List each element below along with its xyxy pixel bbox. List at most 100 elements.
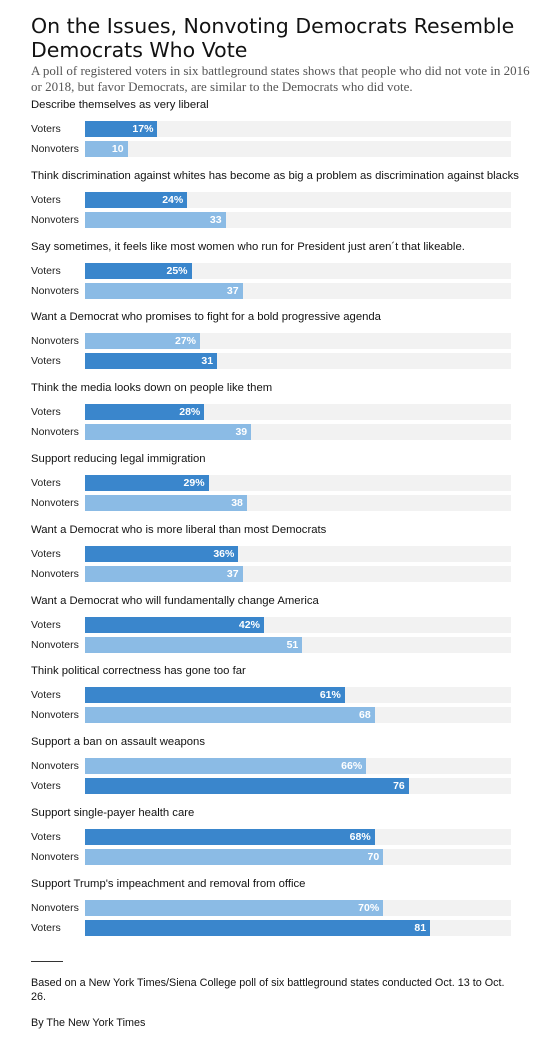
series-label: Nonvoters (31, 284, 79, 297)
voters-bar: 76 (85, 778, 409, 795)
series-label: Voters (31, 193, 61, 206)
nonvoters-bar: 51 (85, 636, 303, 653)
nonvoters-bar: 37 (85, 565, 243, 582)
question-label: Want a Democrat who will fundamentally c… (31, 594, 319, 607)
bar-track: 28% (85, 404, 511, 421)
bar-track: 37 (85, 282, 511, 299)
voters-bar: 42% (85, 616, 264, 633)
bar-track: 17% (85, 121, 511, 137)
bar-value-label: 33 (209, 213, 222, 226)
bar-track: 10 (85, 141, 511, 157)
bar-track: 81 (85, 919, 511, 936)
series-label: Nonvoters (31, 143, 79, 155)
question-label: Support reducing legal immigration (31, 453, 206, 465)
bar-value-label: 28% (179, 406, 201, 419)
bar-value-label: 27% (175, 335, 197, 348)
bar-value-label: 37 (226, 567, 239, 580)
bar-track: 76 (85, 778, 511, 795)
bar-track: 61% (85, 687, 511, 704)
voters-bar: 68% (85, 829, 375, 845)
series-label: Nonvoters (31, 497, 79, 509)
bar-track: 31 (85, 353, 511, 370)
question-label: Support Trump's impeachment and removal … (31, 877, 306, 890)
series-label: Nonvoters (31, 851, 79, 863)
series-label: Nonvoters (31, 760, 79, 773)
question-label: Want a Democrat who promises to fight fo… (31, 311, 381, 324)
bar-track: 68 (85, 707, 511, 724)
nonvoters-bar: 39 (85, 424, 252, 441)
series-label: Voters (31, 547, 61, 560)
nonvoters-bar: 68 (85, 707, 375, 724)
question-label: Support a ban on assault weapons (31, 736, 205, 749)
bar-value-label: 42% (238, 618, 260, 631)
voters-bar: 29% (85, 475, 209, 491)
series-label: Nonvoters (31, 638, 79, 651)
bar-track: 39 (85, 424, 511, 441)
series-label: Nonvoters (31, 426, 79, 439)
voters-bar: 36% (85, 545, 239, 562)
series-label: Voters (31, 355, 61, 368)
bar-value-label: 66% (341, 760, 363, 773)
series-label: Voters (31, 831, 61, 843)
question-label: Want a Democrat who is more liberal than… (31, 523, 327, 536)
series-label: Voters (31, 264, 61, 277)
bar-value-label: 39 (235, 426, 248, 439)
bar-value-label: 17% (132, 123, 154, 135)
bar-track: 38 (85, 495, 511, 511)
nonvoters-bar: 10 (85, 141, 128, 157)
bar-track: 29% (85, 475, 511, 491)
source-note: Based on a New York Times/Siena College … (31, 977, 505, 1003)
bar-track: 70 (85, 849, 511, 865)
series-label: Nonvoters (31, 335, 79, 348)
bar-value-label: 31 (201, 355, 214, 368)
bar-value-label: 70% (358, 901, 380, 914)
series-label: Voters (31, 689, 61, 702)
question-label: Think discrimination against whites has … (31, 169, 519, 182)
voters-bar: 31 (85, 353, 218, 370)
bar-value-label: 68% (349, 831, 371, 843)
nonvoters-bar: 37 (85, 282, 243, 299)
bar-track: 70% (85, 899, 511, 916)
bar-value-label: 70 (367, 851, 380, 863)
footer-divider (31, 961, 63, 962)
bar-value-label: 37 (226, 284, 239, 297)
chart-title: On the Issues, Nonvoting Democrats Resem… (31, 14, 515, 62)
bar-value-label: 38 (231, 497, 243, 509)
bar-track: 36% (85, 545, 511, 562)
series-label: Voters (31, 123, 61, 135)
voters-bar: 81 (85, 919, 431, 936)
credit-line: By The New York Times (31, 1017, 146, 1029)
series-label: Voters (31, 618, 61, 631)
bar-value-label: 29% (183, 477, 205, 489)
nonvoters-bar: 70% (85, 899, 384, 916)
bar-value-label: 25% (166, 264, 188, 277)
series-label: Voters (31, 477, 61, 489)
nonvoters-bar: 70 (85, 849, 384, 865)
question-label: Say sometimes, it feels like most women … (31, 240, 465, 253)
bar-value-label: 10 (111, 143, 124, 155)
series-label: Voters (31, 921, 61, 934)
bar-track: 66% (85, 758, 511, 775)
bar-track: 42% (85, 616, 511, 633)
nonvoters-bar: 66% (85, 758, 367, 775)
series-label: Nonvoters (31, 213, 79, 226)
bar-value-label: 81 (414, 921, 427, 934)
series-label: Nonvoters (31, 901, 79, 914)
voters-bar: 61% (85, 687, 345, 704)
bar-value-label: 51 (286, 638, 299, 651)
nonvoters-bar: 27% (85, 333, 201, 350)
bar-track: 33 (85, 211, 511, 228)
series-label: Nonvoters (31, 709, 79, 722)
nonvoters-bar: 38 (85, 495, 247, 511)
bar-track: 27% (85, 333, 511, 350)
question-label: Think the media looks down on people lik… (31, 382, 273, 395)
series-label: Voters (31, 406, 61, 419)
voters-bar: 28% (85, 404, 205, 421)
question-label: Support single-payer health care (31, 807, 195, 819)
question-label: Think political correctness has gone too… (31, 665, 246, 678)
bar-value-label: 61% (319, 689, 341, 702)
voters-bar: 17% (85, 121, 158, 137)
bar-value-label: 68 (358, 709, 371, 722)
bar-track: 68% (85, 829, 511, 845)
series-label: Nonvoters (31, 567, 79, 580)
